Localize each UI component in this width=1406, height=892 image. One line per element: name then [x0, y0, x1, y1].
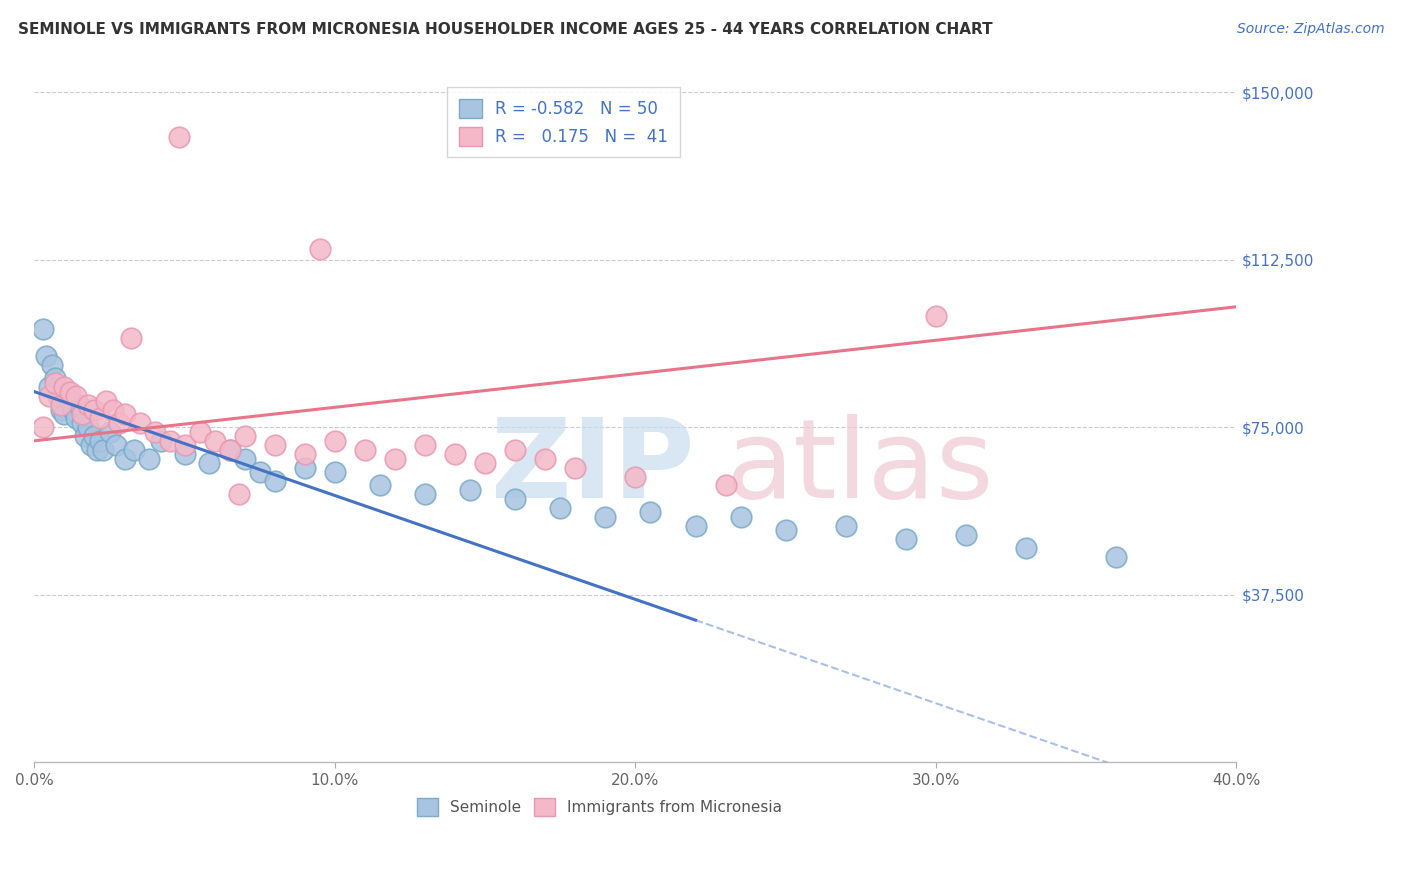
Point — [233, 429, 256, 443]
Point — [32, 420, 55, 434]
Point — [925, 309, 948, 323]
Point — [228, 487, 250, 501]
Point — [44, 376, 66, 390]
Point — [149, 434, 172, 448]
Point — [35, 349, 58, 363]
Point — [640, 505, 662, 519]
Point — [51, 398, 73, 412]
Point — [955, 527, 977, 541]
Point — [101, 402, 124, 417]
Point — [93, 442, 115, 457]
Point — [263, 438, 285, 452]
Point — [72, 416, 94, 430]
Point — [65, 411, 87, 425]
Point — [775, 523, 797, 537]
Point — [51, 402, 73, 417]
Point — [218, 442, 240, 457]
Point — [294, 447, 316, 461]
Point — [894, 532, 917, 546]
Point — [53, 380, 76, 394]
Point — [62, 402, 84, 417]
Point — [624, 469, 647, 483]
Point — [89, 434, 111, 448]
Point — [413, 438, 436, 452]
Point — [323, 434, 346, 448]
Point — [53, 407, 76, 421]
Point — [38, 380, 60, 394]
Point — [114, 407, 136, 421]
Point — [503, 491, 526, 506]
Point — [128, 416, 150, 430]
Point — [173, 438, 195, 452]
Point — [197, 456, 219, 470]
Point — [685, 518, 707, 533]
Point — [173, 447, 195, 461]
Point — [83, 429, 105, 443]
Point — [120, 331, 142, 345]
Point — [714, 478, 737, 492]
Point — [188, 425, 211, 439]
Point — [98, 425, 121, 439]
Point — [384, 451, 406, 466]
Point — [503, 442, 526, 457]
Point — [1105, 549, 1128, 564]
Point — [595, 509, 617, 524]
Point — [75, 429, 97, 443]
Text: Source: ZipAtlas.com: Source: ZipAtlas.com — [1237, 22, 1385, 37]
Point — [474, 456, 496, 470]
Point — [89, 411, 111, 425]
Point — [548, 500, 571, 515]
Point — [69, 398, 91, 412]
Point — [564, 460, 586, 475]
Point — [263, 474, 285, 488]
Point — [32, 322, 55, 336]
Point — [534, 451, 557, 466]
Point — [77, 420, 100, 434]
Point — [104, 438, 127, 452]
Point — [44, 371, 66, 385]
Point — [48, 389, 70, 403]
Point — [167, 130, 190, 145]
Text: ZIP: ZIP — [491, 414, 695, 521]
Point — [122, 442, 145, 457]
Point — [65, 389, 87, 403]
Point — [83, 402, 105, 417]
Point — [249, 465, 271, 479]
Point — [59, 393, 82, 408]
Point — [143, 425, 166, 439]
Text: SEMINOLE VS IMMIGRANTS FROM MICRONESIA HOUSEHOLDER INCOME AGES 25 - 44 YEARS COR: SEMINOLE VS IMMIGRANTS FROM MICRONESIA H… — [18, 22, 993, 37]
Point — [308, 242, 330, 256]
Point — [159, 434, 181, 448]
Point — [444, 447, 467, 461]
Point — [218, 442, 240, 457]
Point — [1015, 541, 1038, 555]
Point — [80, 438, 103, 452]
Point — [323, 465, 346, 479]
Point — [96, 393, 118, 408]
Point — [730, 509, 752, 524]
Point — [86, 442, 108, 457]
Text: atlas: atlas — [725, 414, 994, 521]
Point — [368, 478, 391, 492]
Point — [56, 384, 79, 399]
Point — [114, 451, 136, 466]
Point — [294, 460, 316, 475]
Point — [413, 487, 436, 501]
Point — [835, 518, 858, 533]
Point — [77, 398, 100, 412]
Point — [138, 451, 160, 466]
Legend: Seminole, Immigrants from Micronesia: Seminole, Immigrants from Micronesia — [411, 792, 789, 822]
Point — [38, 389, 60, 403]
Point — [458, 483, 481, 497]
Point — [41, 358, 63, 372]
Point — [354, 442, 377, 457]
Point — [233, 451, 256, 466]
Point — [107, 416, 129, 430]
Point — [72, 407, 94, 421]
Point — [204, 434, 226, 448]
Point — [59, 384, 82, 399]
